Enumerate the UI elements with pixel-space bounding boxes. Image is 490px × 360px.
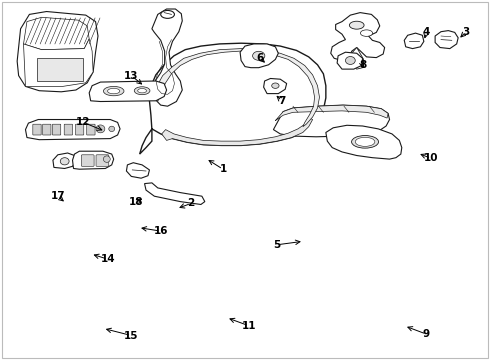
Text: 2: 2	[188, 198, 195, 208]
Polygon shape	[273, 105, 390, 137]
Polygon shape	[24, 17, 89, 50]
Polygon shape	[264, 78, 287, 94]
Polygon shape	[37, 58, 83, 81]
Polygon shape	[140, 43, 326, 154]
Polygon shape	[17, 12, 98, 92]
Ellipse shape	[361, 30, 372, 36]
Text: 15: 15	[124, 330, 139, 341]
FancyBboxPatch shape	[33, 124, 41, 135]
Polygon shape	[24, 39, 93, 86]
FancyBboxPatch shape	[75, 124, 84, 135]
FancyBboxPatch shape	[43, 124, 51, 135]
Text: 13: 13	[124, 71, 139, 81]
Polygon shape	[154, 49, 319, 127]
Text: 3: 3	[462, 27, 469, 37]
Polygon shape	[331, 13, 385, 60]
Text: 8: 8	[359, 60, 366, 70]
Text: 17: 17	[50, 191, 65, 201]
Polygon shape	[152, 9, 182, 106]
FancyBboxPatch shape	[87, 124, 95, 135]
Text: 14: 14	[100, 254, 115, 264]
Ellipse shape	[352, 136, 379, 148]
Ellipse shape	[355, 138, 375, 147]
Text: 11: 11	[242, 321, 256, 331]
FancyBboxPatch shape	[81, 155, 94, 166]
Polygon shape	[73, 151, 114, 169]
Polygon shape	[404, 33, 424, 49]
Ellipse shape	[109, 126, 115, 132]
FancyBboxPatch shape	[64, 124, 73, 135]
Ellipse shape	[271, 83, 279, 89]
Ellipse shape	[138, 89, 147, 93]
FancyBboxPatch shape	[96, 155, 109, 166]
Polygon shape	[275, 105, 388, 121]
Polygon shape	[326, 125, 402, 159]
Polygon shape	[89, 81, 167, 102]
Ellipse shape	[108, 89, 120, 94]
Polygon shape	[435, 31, 458, 49]
Ellipse shape	[345, 57, 355, 64]
Polygon shape	[240, 44, 278, 68]
Ellipse shape	[134, 87, 150, 95]
Polygon shape	[162, 118, 313, 145]
Polygon shape	[53, 153, 76, 168]
Polygon shape	[126, 163, 149, 178]
Polygon shape	[25, 120, 120, 140]
Text: 16: 16	[153, 226, 168, 236]
Ellipse shape	[161, 10, 174, 18]
Ellipse shape	[253, 51, 265, 60]
Polygon shape	[145, 183, 205, 204]
Text: 7: 7	[278, 96, 286, 106]
Ellipse shape	[60, 158, 69, 165]
Polygon shape	[337, 52, 363, 69]
Text: 12: 12	[76, 117, 91, 127]
Text: 1: 1	[220, 164, 226, 174]
Text: 4: 4	[422, 27, 430, 37]
Ellipse shape	[96, 125, 105, 133]
FancyBboxPatch shape	[52, 124, 61, 135]
Ellipse shape	[103, 156, 110, 162]
Polygon shape	[348, 48, 364, 69]
Text: 10: 10	[424, 153, 439, 163]
Text: 6: 6	[256, 53, 263, 63]
Text: 5: 5	[273, 240, 280, 250]
Ellipse shape	[349, 21, 364, 29]
Ellipse shape	[103, 86, 124, 96]
Text: 18: 18	[129, 197, 144, 207]
Text: 9: 9	[423, 329, 430, 339]
